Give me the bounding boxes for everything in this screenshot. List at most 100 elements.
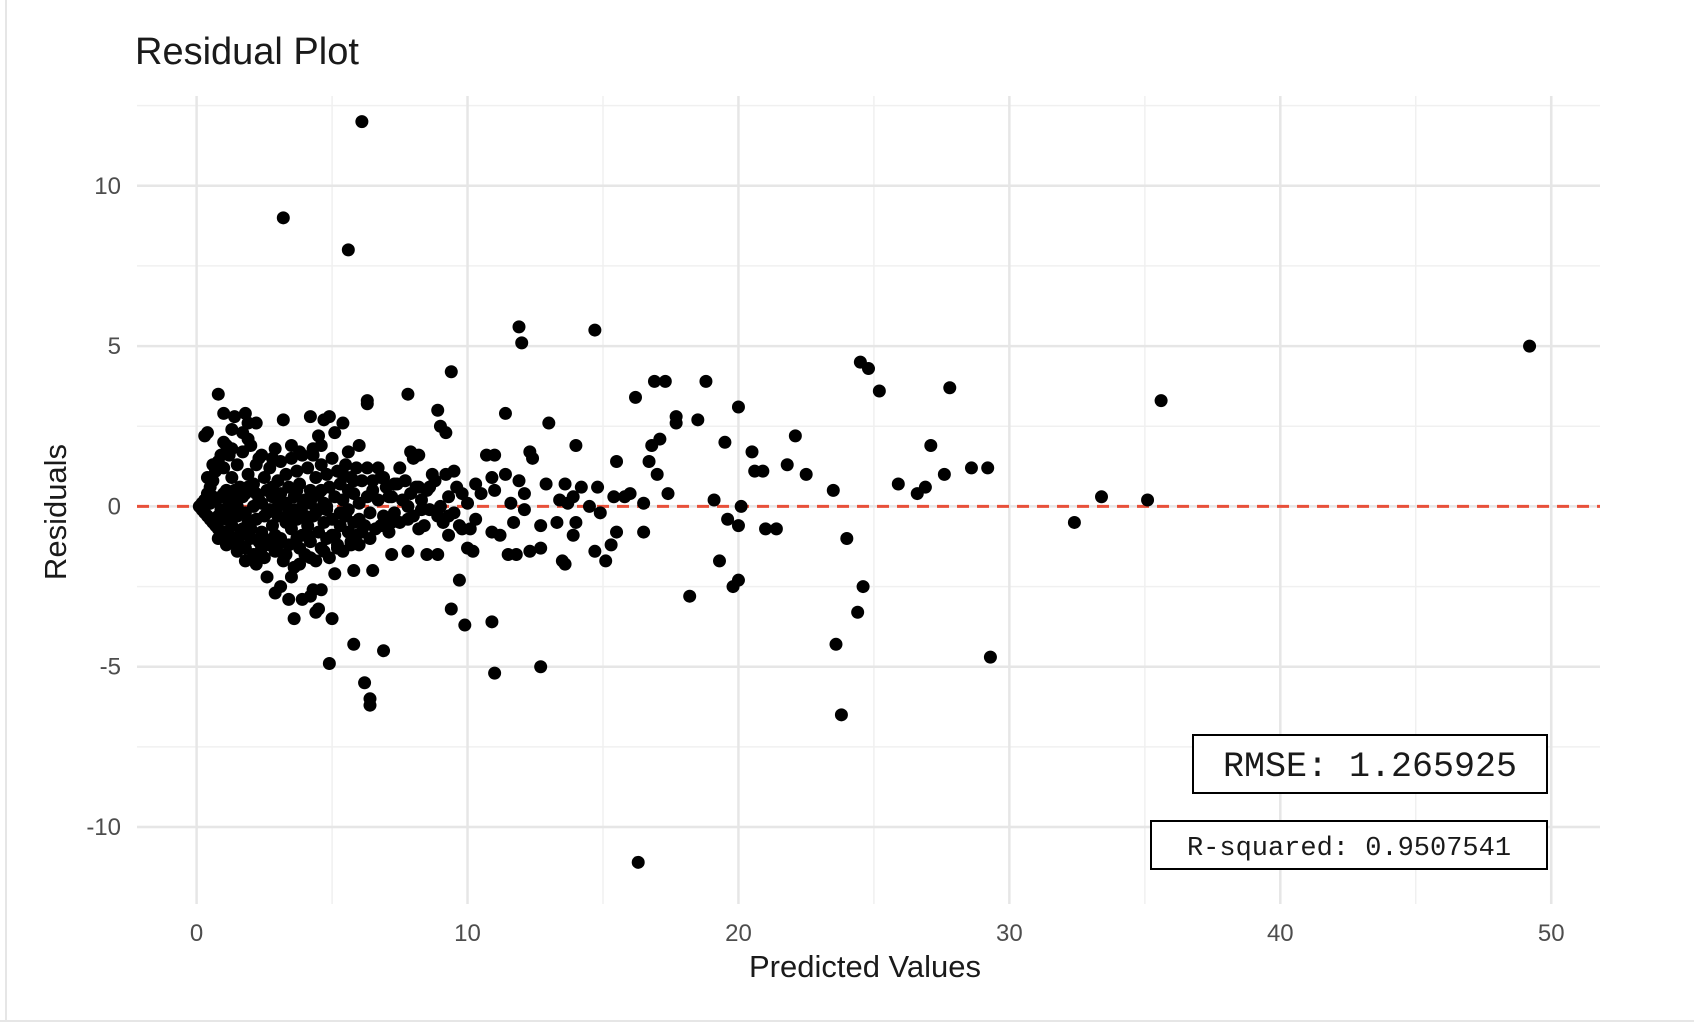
data-point xyxy=(200,426,214,440)
data-point xyxy=(341,503,355,517)
data-point xyxy=(574,480,588,494)
data-point xyxy=(401,499,415,513)
data-point xyxy=(260,570,274,584)
data-point xyxy=(211,509,225,523)
data-point xyxy=(910,487,924,501)
data-point xyxy=(1067,515,1081,529)
data-point xyxy=(363,506,377,520)
data-point xyxy=(298,509,312,523)
data-point xyxy=(788,429,802,443)
frame-left-edge xyxy=(5,0,7,1022)
data-point xyxy=(263,461,277,475)
data-point xyxy=(257,509,271,523)
data-point xyxy=(964,461,978,475)
data-point xyxy=(447,464,461,478)
data-point xyxy=(257,471,271,485)
data-point xyxy=(206,458,220,472)
x-tick-label: 20 xyxy=(725,920,752,947)
data-point xyxy=(276,413,290,427)
data-point xyxy=(230,458,244,472)
data-point xyxy=(515,336,529,350)
data-point xyxy=(591,480,605,494)
data-point xyxy=(642,455,656,469)
data-point xyxy=(371,493,385,507)
data-point xyxy=(409,480,423,494)
data-point xyxy=(452,573,466,587)
data-point xyxy=(298,548,312,562)
y-tick-label: 10 xyxy=(94,173,121,200)
data-point xyxy=(287,612,301,626)
data-point xyxy=(526,451,540,465)
data-point xyxy=(290,531,304,545)
data-point xyxy=(368,522,382,536)
data-point xyxy=(217,461,231,475)
data-point xyxy=(534,660,548,674)
r-squared-annotation: R-squared: 0.9507541 xyxy=(1150,820,1548,870)
data-point xyxy=(244,522,258,536)
data-point xyxy=(290,483,304,497)
data-point xyxy=(401,544,415,558)
data-point xyxy=(428,474,442,488)
data-point xyxy=(306,442,320,456)
data-point xyxy=(431,403,445,417)
y-axis-ticks: -10 -5 0 5 10 xyxy=(86,173,121,841)
data-point xyxy=(851,605,865,619)
r-squared-annotation-label: R-squared: 0.9507541 xyxy=(1187,834,1511,864)
data-point xyxy=(943,381,957,395)
data-point xyxy=(225,519,239,533)
data-point xyxy=(314,458,328,472)
data-point xyxy=(799,467,813,481)
data-point xyxy=(669,416,683,430)
data-point xyxy=(336,416,350,430)
data-point xyxy=(328,426,342,440)
data-point xyxy=(444,365,458,379)
data-point xyxy=(891,477,905,491)
data-point xyxy=(498,406,512,420)
data-point xyxy=(358,519,372,533)
data-point xyxy=(325,612,339,626)
data-point xyxy=(647,374,661,388)
data-point xyxy=(374,471,388,485)
data-point xyxy=(461,496,475,510)
data-point xyxy=(826,483,840,497)
data-point xyxy=(320,467,334,481)
data-point xyxy=(274,455,288,469)
data-point xyxy=(504,496,518,510)
data-point xyxy=(618,490,632,504)
data-point xyxy=(214,448,228,462)
y-tick-label: 5 xyxy=(108,333,121,360)
data-point xyxy=(268,586,282,600)
data-point xyxy=(284,522,298,536)
data-point xyxy=(485,471,499,485)
data-point xyxy=(488,666,502,680)
data-point xyxy=(983,650,997,664)
data-point xyxy=(856,580,870,594)
data-point xyxy=(355,474,369,488)
data-point xyxy=(282,506,296,520)
data-point xyxy=(393,515,407,529)
data-point xyxy=(442,490,456,504)
data-point xyxy=(734,499,748,513)
data-point xyxy=(550,515,564,529)
data-point xyxy=(458,618,472,632)
rmse-annotation-box xyxy=(1192,734,1548,794)
data-point xyxy=(569,438,583,452)
data-point xyxy=(469,512,483,526)
data-point xyxy=(1523,339,1537,353)
x-tick-label: 40 xyxy=(1267,920,1294,947)
data-point xyxy=(745,445,759,459)
data-point xyxy=(336,544,350,558)
data-point xyxy=(661,487,675,501)
data-point xyxy=(249,458,263,472)
data-point xyxy=(523,544,537,558)
data-point xyxy=(312,602,326,616)
data-point xyxy=(287,560,301,574)
data-point xyxy=(257,531,271,545)
data-point xyxy=(431,548,445,562)
data-point xyxy=(561,496,575,510)
data-point xyxy=(228,410,242,424)
data-point xyxy=(840,531,854,545)
data-point xyxy=(485,615,499,629)
data-point xyxy=(379,480,393,494)
data-point xyxy=(349,461,363,475)
